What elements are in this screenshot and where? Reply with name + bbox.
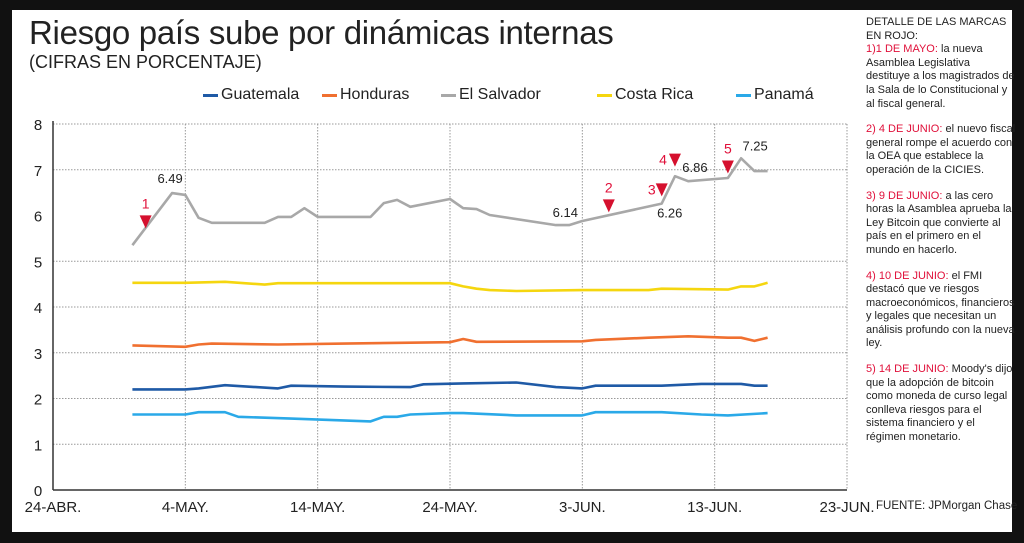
legend-swatch: [441, 93, 456, 97]
legend-item-panama: Panamá: [736, 86, 814, 104]
marker-label: 3: [648, 181, 656, 197]
legend-label: Guatemala: [221, 86, 300, 103]
note-text: a las cero horas la Asamblea aprueba la …: [866, 189, 1012, 256]
note-label: 2) 4 DE JUNIO:: [866, 123, 943, 136]
marker-label: 4: [659, 152, 667, 168]
x-tick-label: 23-JUN.: [819, 499, 874, 516]
note-label: 1)1 DE MAYO:: [866, 43, 938, 56]
series-lines: [131, 157, 768, 423]
note-item-4: 4) 10 DE JUNIO: el FMI destacó que ve ri…: [866, 270, 1016, 352]
marker-notes: DETALLE DE LAS MARCAS EN ROJO: 1)1 DE MA…: [866, 16, 1016, 457]
note-item-2: 2) 4 DE JUNIO: el nuevo fiscal general r…: [866, 123, 1016, 177]
y-tick-label: 4: [34, 300, 42, 317]
y-tick-label: 7: [34, 163, 42, 180]
note-item-1: 1)1 DE MAYO: la nueva Asamblea Legislati…: [866, 43, 1016, 111]
chart-panel: [12, 10, 1012, 532]
gridlines: [53, 123, 848, 490]
legend-swatch: [203, 93, 218, 97]
note-text: Moody's dijo que la adopción de bitcoin …: [866, 363, 1013, 444]
series-line-guatemala: [132, 381, 768, 391]
legend-item-guatemala: Guatemala: [203, 86, 299, 104]
legend-label: Honduras: [340, 86, 410, 103]
note-text: la nueva Asamblea Legislativa destituye …: [866, 43, 1015, 110]
series-line-panama: [132, 410, 768, 423]
x-tick-label: 24-MAY.: [422, 499, 477, 516]
series-line-el-salvador: [131, 157, 768, 246]
data-labels: 6.49 6.14 6.26 6.86 7.25: [157, 138, 767, 220]
note-item-5: 5) 14 DE JUNIO: Moody's dijo que la adop…: [866, 363, 1016, 445]
marker-triangle-icon: [139, 215, 152, 229]
chart-title: Riesgo país sube por dinámicas internas: [29, 14, 614, 51]
axes: [52, 121, 847, 491]
y-tick-label: 2: [34, 392, 42, 409]
notes-heading: DETALLE DE LAS MARCAS EN ROJO:: [866, 16, 1007, 42]
y-tick-labels: 0 1 2 3 4 5 6 7 8: [34, 117, 42, 500]
data-label: 6.14: [553, 205, 578, 220]
data-label: 7.25: [742, 138, 767, 153]
x-tick-label: 3-JUN.: [559, 499, 606, 516]
legend-item-el-salvador: El Salvador: [441, 86, 541, 104]
legend-swatch: [597, 93, 612, 97]
data-label: 6.49: [157, 171, 182, 186]
legend-swatch: [322, 93, 337, 97]
note-text: el nuevo fiscal general rompe el acuerdo…: [866, 123, 1016, 176]
y-tick-label: 0: [34, 483, 42, 500]
legend-label: Costa Rica: [615, 86, 694, 103]
chart-subtitle: (CIFRAS EN PORCENTAJE): [29, 52, 262, 72]
legend-item-honduras: Honduras: [322, 86, 409, 104]
marker-triangle-icon: [721, 160, 734, 174]
series-line-costa-rica: [132, 280, 768, 293]
marker-label: 1: [142, 195, 150, 211]
legend-label: Panamá: [754, 86, 814, 103]
legend-swatch: [736, 93, 751, 97]
x-tick-label: 4-MAY.: [162, 499, 209, 516]
note-label: 5) 14 DE JUNIO:: [866, 363, 949, 376]
marker-triangle-icon: [602, 199, 615, 213]
note-label: 3) 9 DE JUNIO:: [866, 189, 943, 202]
marker-label: 2: [605, 179, 613, 195]
note-text: el FMI destacó que ve riesgos macroeconó…: [866, 269, 1015, 350]
y-tick-label: 5: [34, 254, 42, 271]
y-tick-label: 1: [34, 437, 42, 454]
data-label: 6.86: [682, 160, 707, 175]
note-item-3: 3) 9 DE JUNIO: a las cero horas la Asamb…: [866, 190, 1016, 258]
y-tick-label: 6: [34, 209, 42, 226]
series-line-honduras: [132, 334, 768, 349]
source-note: FUENTE: JPMorgan Chase: [876, 500, 1018, 512]
y-tick-label: 8: [34, 117, 42, 134]
marker-triangle-icon: [655, 183, 668, 197]
x-tick-label: 14-MAY.: [290, 499, 345, 516]
y-tick-label: 3: [34, 346, 42, 363]
marker-triangle-icon: [668, 153, 681, 167]
marker-label: 5: [724, 140, 732, 156]
note-label: 4) 10 DE JUNIO:: [866, 269, 949, 282]
x-tick-labels: 24-ABR. 4-MAY. 14-MAY. 24-MAY. 3-JUN. 13-JUN.…: [25, 499, 875, 516]
data-label: 6.26: [657, 206, 682, 221]
legend-item-costa-rica: Costa Rica: [597, 86, 693, 104]
legend-label: El Salvador: [459, 86, 541, 103]
x-tick-label: 13-JUN.: [687, 499, 742, 516]
event-markers: 1 2 34 5: [139, 140, 734, 229]
x-tick-label: 24-ABR.: [25, 499, 82, 516]
